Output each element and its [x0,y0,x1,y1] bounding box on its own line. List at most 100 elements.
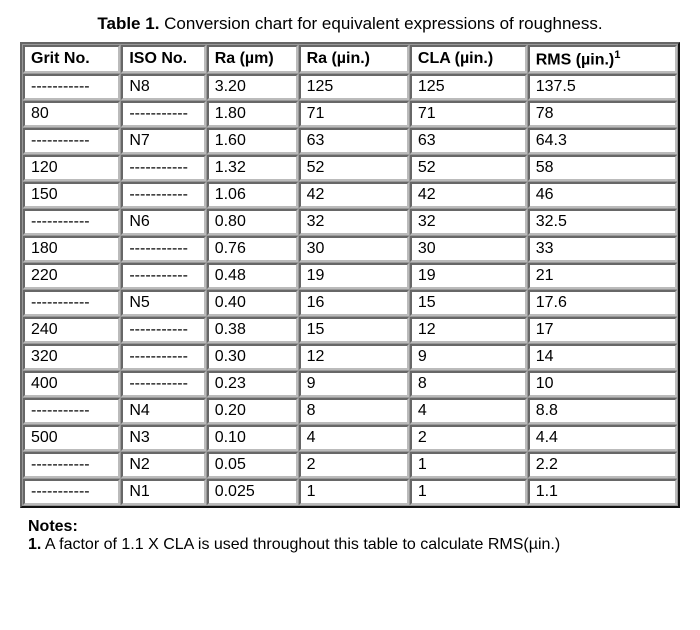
note-1: 1. A factor of 1.1 X CLA is used through… [28,536,560,553]
table-cell: ----------- [121,155,205,181]
table-cell: 0.20 [207,398,298,424]
table-cell: 9 [299,371,409,397]
table-cell: 63 [299,128,409,154]
table-cell: 17 [528,317,677,343]
table-cell: 42 [410,182,527,208]
table-cell: 0.23 [207,371,298,397]
table-cell: 0.48 [207,263,298,289]
roughness-table: Grit No. ISO No. Ra (µm) Ra (µin.) CLA (µin.… [20,42,680,508]
table-cell: 10 [528,371,677,397]
table-cell: ----------- [121,263,205,289]
table-cell: N5 [121,290,205,316]
table-cell: 2.2 [528,452,677,478]
notes-heading: Notes: [28,518,680,536]
table-cell: 8 [410,371,527,397]
table-cell: 17.6 [528,290,677,316]
table-caption-text: Conversion chart for equivalent expressi… [159,14,602,33]
table-row: -----------N60.80323232.5 [23,209,677,235]
table-row: -----------N50.40161517.6 [23,290,677,316]
table-cell: 120 [23,155,120,181]
col-header: CLA (µin.) [410,45,527,73]
table-cell: 63 [410,128,527,154]
col-header: Ra (µin.) [299,45,409,73]
table-cell: ----------- [23,74,120,100]
table-cell: N3 [121,425,205,451]
table-cell: 12 [410,317,527,343]
table-cell: 0.38 [207,317,298,343]
table-cell: 9 [410,344,527,370]
table-cell: ----------- [121,371,205,397]
table-cell: 14 [528,344,677,370]
table-caption: Table 1. Conversion chart for equivalent… [20,14,680,34]
table-cell: 46 [528,182,677,208]
table-cell: 58 [528,155,677,181]
table-cell: 64.3 [528,128,677,154]
table-cell: 220 [23,263,120,289]
col-header-label: RMS (µin.) [536,51,615,68]
table-cell: N4 [121,398,205,424]
table-cell: 30 [299,236,409,262]
table-header-row: Grit No. ISO No. Ra (µm) Ra (µin.) CLA (µin.… [23,45,677,73]
table-cell: 2 [299,452,409,478]
table-cell: 0.10 [207,425,298,451]
table-cell: 0.40 [207,290,298,316]
table-row: -----------N10.025111.1 [23,479,677,505]
table-cell: 0.05 [207,452,298,478]
col-header-footnote: 1 [614,49,620,61]
table-cell: N7 [121,128,205,154]
table-cell: 19 [299,263,409,289]
col-header-label: ISO No. [129,50,187,67]
col-header: Grit No. [23,45,120,73]
table-cell: 32 [410,209,527,235]
col-header: Ra (µm) [207,45,298,73]
table-cell: 240 [23,317,120,343]
table-cell: 42 [299,182,409,208]
col-header: RMS (µin.)1 [528,45,677,73]
table-row: -----------N40.20848.8 [23,398,677,424]
table-body: -----------N83.20125125137.580----------… [23,74,677,505]
table-row: -----------N20.05212.2 [23,452,677,478]
table-cell: 1.1 [528,479,677,505]
table-row: 320-----------0.3012914 [23,344,677,370]
col-header-label: Ra (µm) [215,50,274,67]
table-cell: 1 [410,479,527,505]
table-cell: 1 [299,479,409,505]
table-cell: 125 [299,74,409,100]
table-cell: 400 [23,371,120,397]
col-header-label: Ra (µin.) [307,50,370,67]
note-1-number: 1. [28,536,41,553]
table-cell: 1.80 [207,101,298,127]
notes-section: Notes: 1. A factor of 1.1 X CLA is used … [20,518,680,554]
table-cell: 71 [410,101,527,127]
table-cell: 16 [299,290,409,316]
table-cell: ----------- [23,398,120,424]
col-header-label: Grit No. [31,50,90,67]
table-cell: 15 [410,290,527,316]
table-cell: 320 [23,344,120,370]
table-cell: 4.4 [528,425,677,451]
table-row: 500N30.10424.4 [23,425,677,451]
table-cell: 71 [299,101,409,127]
table-row: 220-----------0.48191921 [23,263,677,289]
table-cell: ----------- [121,236,205,262]
table-cell: ----------- [23,128,120,154]
table-cell: 2 [410,425,527,451]
table-cell: 3.20 [207,74,298,100]
table-row: 150-----------1.06424246 [23,182,677,208]
table-cell: 0.30 [207,344,298,370]
table-cell: 137.5 [528,74,677,100]
table-cell: 52 [299,155,409,181]
table-cell: 4 [299,425,409,451]
table-cell: 32.5 [528,209,677,235]
table-row: 120-----------1.32525258 [23,155,677,181]
col-header: ISO No. [121,45,205,73]
table-cell: ----------- [23,479,120,505]
table-row: 80-----------1.80717178 [23,101,677,127]
table-cell: 8 [299,398,409,424]
table-cell: N1 [121,479,205,505]
table-cell: 52 [410,155,527,181]
table-cell: 180 [23,236,120,262]
note-1-text: A factor of 1.1 X CLA is used throughout… [41,536,560,553]
table-row: 400-----------0.239810 [23,371,677,397]
table-cell: 0.80 [207,209,298,235]
